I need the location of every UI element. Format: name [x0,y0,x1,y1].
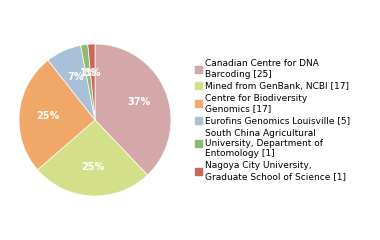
Wedge shape [81,44,95,120]
Text: 7%: 7% [67,72,84,82]
Text: 25%: 25% [81,162,104,172]
Wedge shape [48,45,95,120]
Wedge shape [38,120,147,196]
Wedge shape [19,60,95,170]
Legend: Canadian Centre for DNA
Barcoding [25], Mined from GenBank, NCBI [17], Centre fo: Canadian Centre for DNA Barcoding [25], … [195,59,350,181]
Text: 1%: 1% [80,68,97,78]
Text: 1%: 1% [84,68,101,78]
Wedge shape [88,44,95,120]
Text: 25%: 25% [36,111,60,120]
Text: 37%: 37% [127,97,150,108]
Wedge shape [95,44,171,175]
